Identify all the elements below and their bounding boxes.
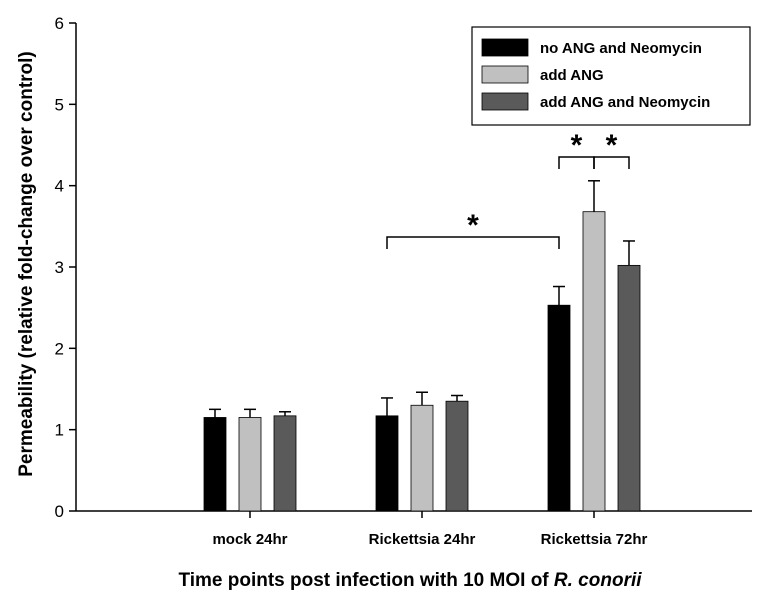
x-axis-title-main: Time points post infection with 10 MOI o… — [178, 570, 553, 591]
bar — [375, 415, 399, 512]
x-tick-label: Rickettsia 24hr — [369, 531, 476, 548]
bar — [617, 264, 641, 512]
significance-marker: * — [467, 209, 479, 242]
x-tick-label: Rickettsia 72hr — [541, 531, 648, 548]
y-tick-label: 1 — [55, 421, 64, 440]
legend-label: no ANG and Neomycin — [540, 40, 702, 57]
y-tick-label: 2 — [55, 339, 64, 358]
x-axis-title-italic: R. conorii — [554, 570, 642, 591]
y-tick-label: 4 — [55, 177, 64, 196]
y-tick-label: 0 — [55, 502, 64, 521]
y-tick-label: 5 — [55, 95, 64, 114]
legend-swatch — [481, 92, 529, 111]
y-tick-label: 6 — [55, 14, 64, 33]
significance-bracket — [593, 156, 630, 169]
bar — [410, 404, 434, 512]
bar — [238, 417, 262, 512]
x-tick-label: mock 24hr — [212, 531, 287, 548]
legend-label: add ANG and Neomycin — [540, 94, 710, 111]
y-tick-label: 3 — [55, 258, 64, 277]
significance-marker: * — [571, 129, 583, 162]
legend-swatch — [481, 65, 529, 84]
significance-marker: * — [606, 129, 618, 162]
legend-label: add ANG — [540, 67, 604, 84]
x-axis-title: Time points post infection with 10 MOI o… — [178, 570, 642, 591]
bar — [203, 417, 227, 512]
bar — [582, 211, 606, 512]
bar — [547, 304, 571, 512]
legend-swatch — [481, 38, 529, 57]
bar — [273, 415, 297, 512]
y-axis-title: Permeability (relative fold-change over … — [16, 51, 37, 477]
bar — [445, 400, 469, 512]
plot-area: 0 1 2 3 4 5 6 mock 24hr Rickettsia 24hr Rickettsi… — [55, 14, 752, 548]
significance-bracket — [386, 236, 560, 249]
